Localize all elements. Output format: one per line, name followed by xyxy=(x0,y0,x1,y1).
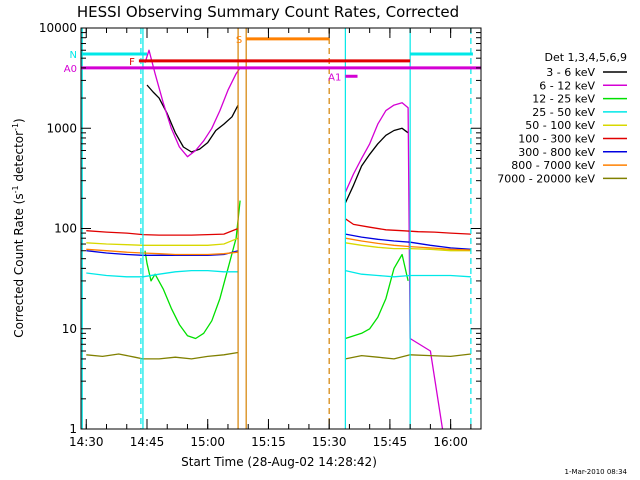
series-line-0 xyxy=(146,84,409,204)
legend-label-3: 25 - 50 keV xyxy=(532,106,595,119)
y-tick-label-4: 10000 xyxy=(39,21,77,35)
legend-label-4: 50 - 100 keV xyxy=(525,119,595,132)
chart-title: HESSI Observing Summary Count Rates, Cor… xyxy=(77,3,459,21)
y-tick-label-2: 100 xyxy=(54,222,77,236)
x-axis: 14:30 14:45 15:00 15:15 15:30 15:45 16:00 xyxy=(69,28,472,449)
legend-label-1: 6 - 12 keV xyxy=(539,79,595,92)
marker-label-3: A0 xyxy=(64,64,77,75)
x-tick-label-5: 15:45 xyxy=(373,435,408,449)
series-line-5 xyxy=(86,218,471,236)
y-axis: 1 10 100 1000 10000 xyxy=(39,21,481,436)
marker-label-0: N xyxy=(70,50,77,61)
y-tick-label-1: 10 xyxy=(62,322,77,336)
legend-label-0: 3 - 6 keV xyxy=(546,66,595,79)
x-tick-label-1: 14:45 xyxy=(130,435,165,449)
x-axis-label: Start Time (28-Aug-02 14:28:42) xyxy=(181,455,377,469)
marker-label-4: A1 xyxy=(328,72,341,83)
legend-label-2: 12 - 25 keV xyxy=(532,93,595,106)
y-axis-label: Corrected Count Rate (s-1 detector-1) xyxy=(11,118,26,337)
x-tick-label-2: 15:00 xyxy=(190,435,225,449)
legend-title: Det 1,3,4,5,6,9 xyxy=(544,51,627,64)
markers: N F S A0 A1 xyxy=(64,28,481,429)
series-line-4 xyxy=(86,237,471,252)
series-line-6 xyxy=(86,233,471,256)
series-line-3 xyxy=(86,269,471,278)
series-line-7 xyxy=(86,237,471,256)
legend-label-5: 100 - 300 keV xyxy=(518,133,595,146)
marker-label-2: S xyxy=(236,35,242,46)
legend-label-6: 300 - 800 keV xyxy=(518,146,595,159)
x-tick-label-0: 14:30 xyxy=(69,435,104,449)
y-tick-label-0: 1 xyxy=(69,422,77,436)
x-tick-label-4: 15:30 xyxy=(312,435,347,449)
series-line-1 xyxy=(144,49,444,430)
legend-label-8: 7000 - 20000 keV xyxy=(497,172,595,185)
plot-area xyxy=(86,49,471,430)
series-line-8 xyxy=(86,351,471,360)
x-tick-label-6: 16:00 xyxy=(433,435,468,449)
series-line-2 xyxy=(144,200,409,340)
legend-label-7: 800 - 7000 keV xyxy=(511,159,595,172)
timestamp: 1-Mar-2010 08:34 xyxy=(565,468,628,476)
y-tick-label-3: 1000 xyxy=(46,121,77,135)
x-tick-label-3: 15:15 xyxy=(251,435,286,449)
marker-label-1: F xyxy=(129,57,135,68)
